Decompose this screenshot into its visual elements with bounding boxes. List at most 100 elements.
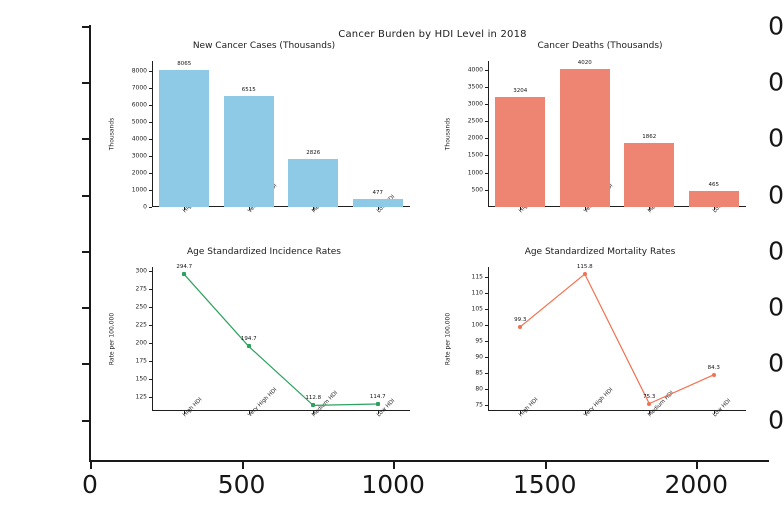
y-tick-label: 175: [135, 357, 147, 365]
x-tick: [520, 411, 522, 414]
x-tick: [377, 411, 379, 414]
y-tick-label: 1000: [131, 186, 147, 194]
data-point-label: 115.8: [576, 264, 593, 271]
y-tick-label: 0: [143, 203, 147, 211]
viewer-x-tick-label: 0: [82, 470, 98, 499]
y-tick: [149, 270, 152, 272]
y-tick: [485, 372, 488, 374]
axis-spine-left: [488, 61, 489, 207]
y-tick-label: 500: [471, 186, 483, 194]
panel-title-mortality-rates: Age Standardized Mortality Rates: [524, 247, 676, 257]
x-tick: [649, 207, 651, 210]
x-tick: [313, 411, 315, 414]
data-point-label: 99.3: [514, 316, 527, 323]
y-tick: [485, 356, 488, 358]
y-tick-label: 80: [475, 385, 483, 393]
y-tick: [485, 404, 488, 406]
axis-spine-bottom: [152, 410, 410, 411]
panel-incidence-rates: Age Standardized Incidence Rates 125 150 17…: [104, 247, 424, 455]
y-tick: [149, 207, 152, 208]
viewer-y-tick: [82, 26, 90, 28]
y-axis-label: Rate per 100,000: [444, 312, 452, 366]
x-tick: [713, 411, 715, 414]
axis-spine-left: [152, 267, 153, 411]
y-tick-label: 6000: [131, 101, 147, 109]
y-axis-label: Thousands: [108, 117, 116, 151]
y-axis-label: Rate per 100,000: [108, 312, 116, 366]
viewer-y-tick: [82, 307, 90, 310]
y-tick: [485, 121, 488, 123]
plot-area-new-cancer-cases: 0 1000 2000 3000 4000 5000 6000 7000 8000 Thousan…: [109, 61, 410, 214]
data-point: [647, 401, 652, 406]
viewer-x-axis: [89, 460, 769, 462]
y-tick: [149, 122, 152, 124]
viewer-y-tick: [82, 82, 90, 85]
viewer-x-tick-label: 500: [217, 470, 266, 499]
y-tick-label: 225: [135, 321, 147, 329]
bar: [688, 191, 739, 207]
panel-title-incidence-rates: Age Standardized Incidence Rates: [187, 247, 341, 257]
viewer-y-tick: [82, 138, 90, 141]
viewer-y-tick: [82, 363, 90, 366]
y-tick: [149, 139, 152, 141]
y-tick-label: 3000: [131, 152, 147, 160]
x-tick: [520, 207, 522, 210]
y-tick: [149, 88, 152, 90]
bar-value-label: 1862: [642, 134, 657, 141]
viewer-x-tick: [241, 461, 244, 469]
x-tick: [649, 411, 651, 414]
axis-spine-bottom: [152, 206, 410, 207]
y-tick-label: 150: [135, 375, 147, 383]
viewer-y-tick: [82, 419, 90, 422]
viewer-y-axis: [89, 25, 91, 461]
bar: [288, 159, 339, 207]
x-tick: [377, 207, 379, 210]
y-tick-label: 7000: [131, 84, 147, 92]
viewer-x-tick: [90, 461, 92, 469]
panel-title-new-cancer-cases: New Cancer Cases (Thousands): [192, 41, 336, 51]
data-point: [375, 402, 380, 407]
y-tick: [485, 155, 488, 157]
figure-suptitle: Cancer Burden by HDI Level in 2018: [338, 29, 527, 40]
y-tick-label: 3000: [467, 100, 483, 108]
y-tick: [149, 156, 152, 158]
y-tick-label: 90: [475, 353, 483, 361]
data-point-label: 294.7: [176, 264, 193, 271]
x-tick: [713, 207, 715, 210]
bar: [159, 70, 210, 207]
bar-value-label: 477: [372, 189, 384, 196]
y-tick: [485, 324, 488, 326]
y-tick: [149, 324, 152, 326]
bar: [223, 96, 274, 207]
bar-value-label: 8065: [177, 61, 192, 68]
viewer-x-tick: [696, 461, 699, 469]
bar: [624, 143, 675, 207]
y-tick: [485, 172, 488, 174]
y-tick: [149, 306, 152, 308]
y-tick: [149, 378, 152, 380]
bar: [559, 68, 610, 207]
viewer-y-tick: [82, 250, 90, 253]
panel-cancer-deaths: Cancer Deaths (Thousands) 500 1000 1500 2000…: [440, 41, 760, 251]
y-tick-label: 5000: [131, 118, 147, 126]
y-tick-label: 105: [471, 305, 483, 313]
y-tick: [149, 71, 152, 73]
data-point-label: 194.7: [240, 336, 257, 343]
y-tick: [485, 103, 488, 105]
viewer-y-tick: [82, 194, 90, 197]
y-tick: [485, 388, 488, 390]
y-tick: [485, 276, 488, 278]
matplotlib-figure: Cancer Burden by HDI Level in 2018 New C…: [96, 27, 769, 459]
y-tick: [149, 105, 152, 107]
y-tick-label: 110: [471, 289, 483, 297]
y-tick: [485, 340, 488, 342]
y-tick: [149, 173, 152, 175]
viewer-x-tick-label: 1500: [512, 470, 577, 499]
viewer-x-tick-label: 1000: [361, 470, 425, 499]
y-tick: [485, 308, 488, 310]
data-point-label: 84.3: [707, 364, 720, 371]
line-path: [519, 273, 714, 405]
data-point-label: 112.8: [305, 395, 322, 402]
bar: [352, 198, 403, 207]
